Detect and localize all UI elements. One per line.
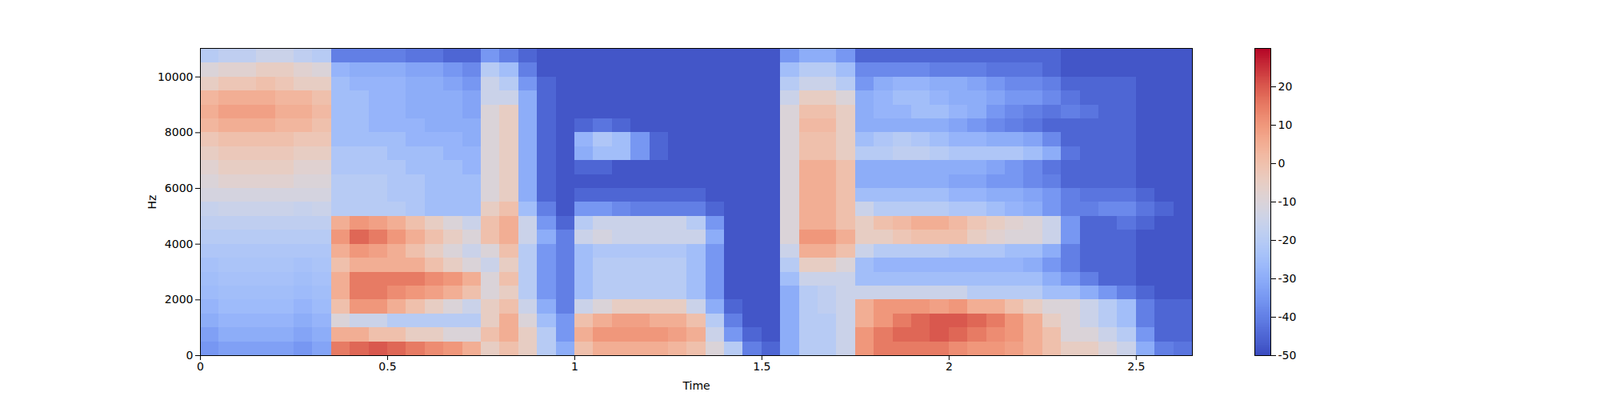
svg-text:0.5: 0.5 [378,360,396,373]
svg-text:-10: -10 [1278,195,1297,208]
svg-text:-50: -50 [1278,348,1297,362]
svg-text:2.5: 2.5 [1127,360,1145,373]
svg-text:10000: 10000 [157,70,194,84]
svg-text:Hz: Hz [145,195,159,210]
svg-text:10: 10 [1278,118,1293,132]
svg-text:0: 0 [186,348,194,362]
svg-text:6000: 6000 [164,181,194,195]
svg-text:2: 2 [945,360,953,373]
svg-text:20: 20 [1278,80,1293,93]
svg-text:-30: -30 [1278,272,1297,285]
svg-text:1: 1 [571,360,579,373]
svg-text:Time: Time [681,379,710,392]
svg-text:2000: 2000 [164,292,194,306]
svg-text:4000: 4000 [164,237,194,251]
svg-text:1.5: 1.5 [752,360,771,373]
svg-text:0: 0 [196,360,204,373]
svg-text:-20: -20 [1278,233,1297,247]
svg-text:-40: -40 [1278,310,1297,324]
svg-text:8000: 8000 [164,125,194,139]
svg-text:0: 0 [1278,156,1286,170]
